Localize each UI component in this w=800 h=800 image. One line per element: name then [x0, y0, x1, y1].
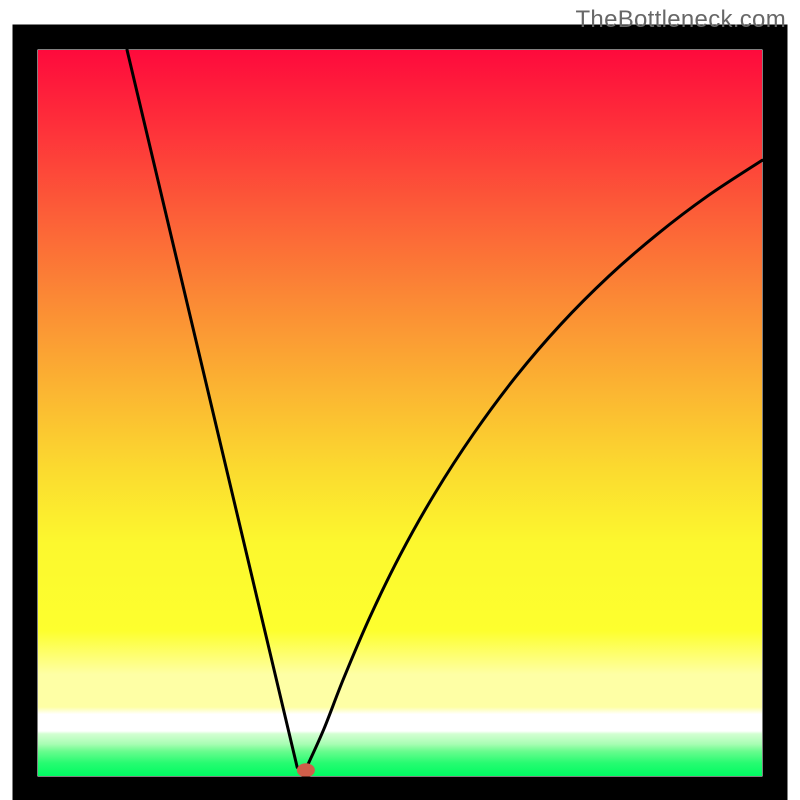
gradient-background [38, 50, 762, 776]
chart-container: TheBottleneck.com [0, 0, 800, 800]
optimum-marker [297, 763, 315, 777]
chart-svg [0, 0, 800, 800]
watermark-text: TheBottleneck.com [575, 6, 786, 34]
